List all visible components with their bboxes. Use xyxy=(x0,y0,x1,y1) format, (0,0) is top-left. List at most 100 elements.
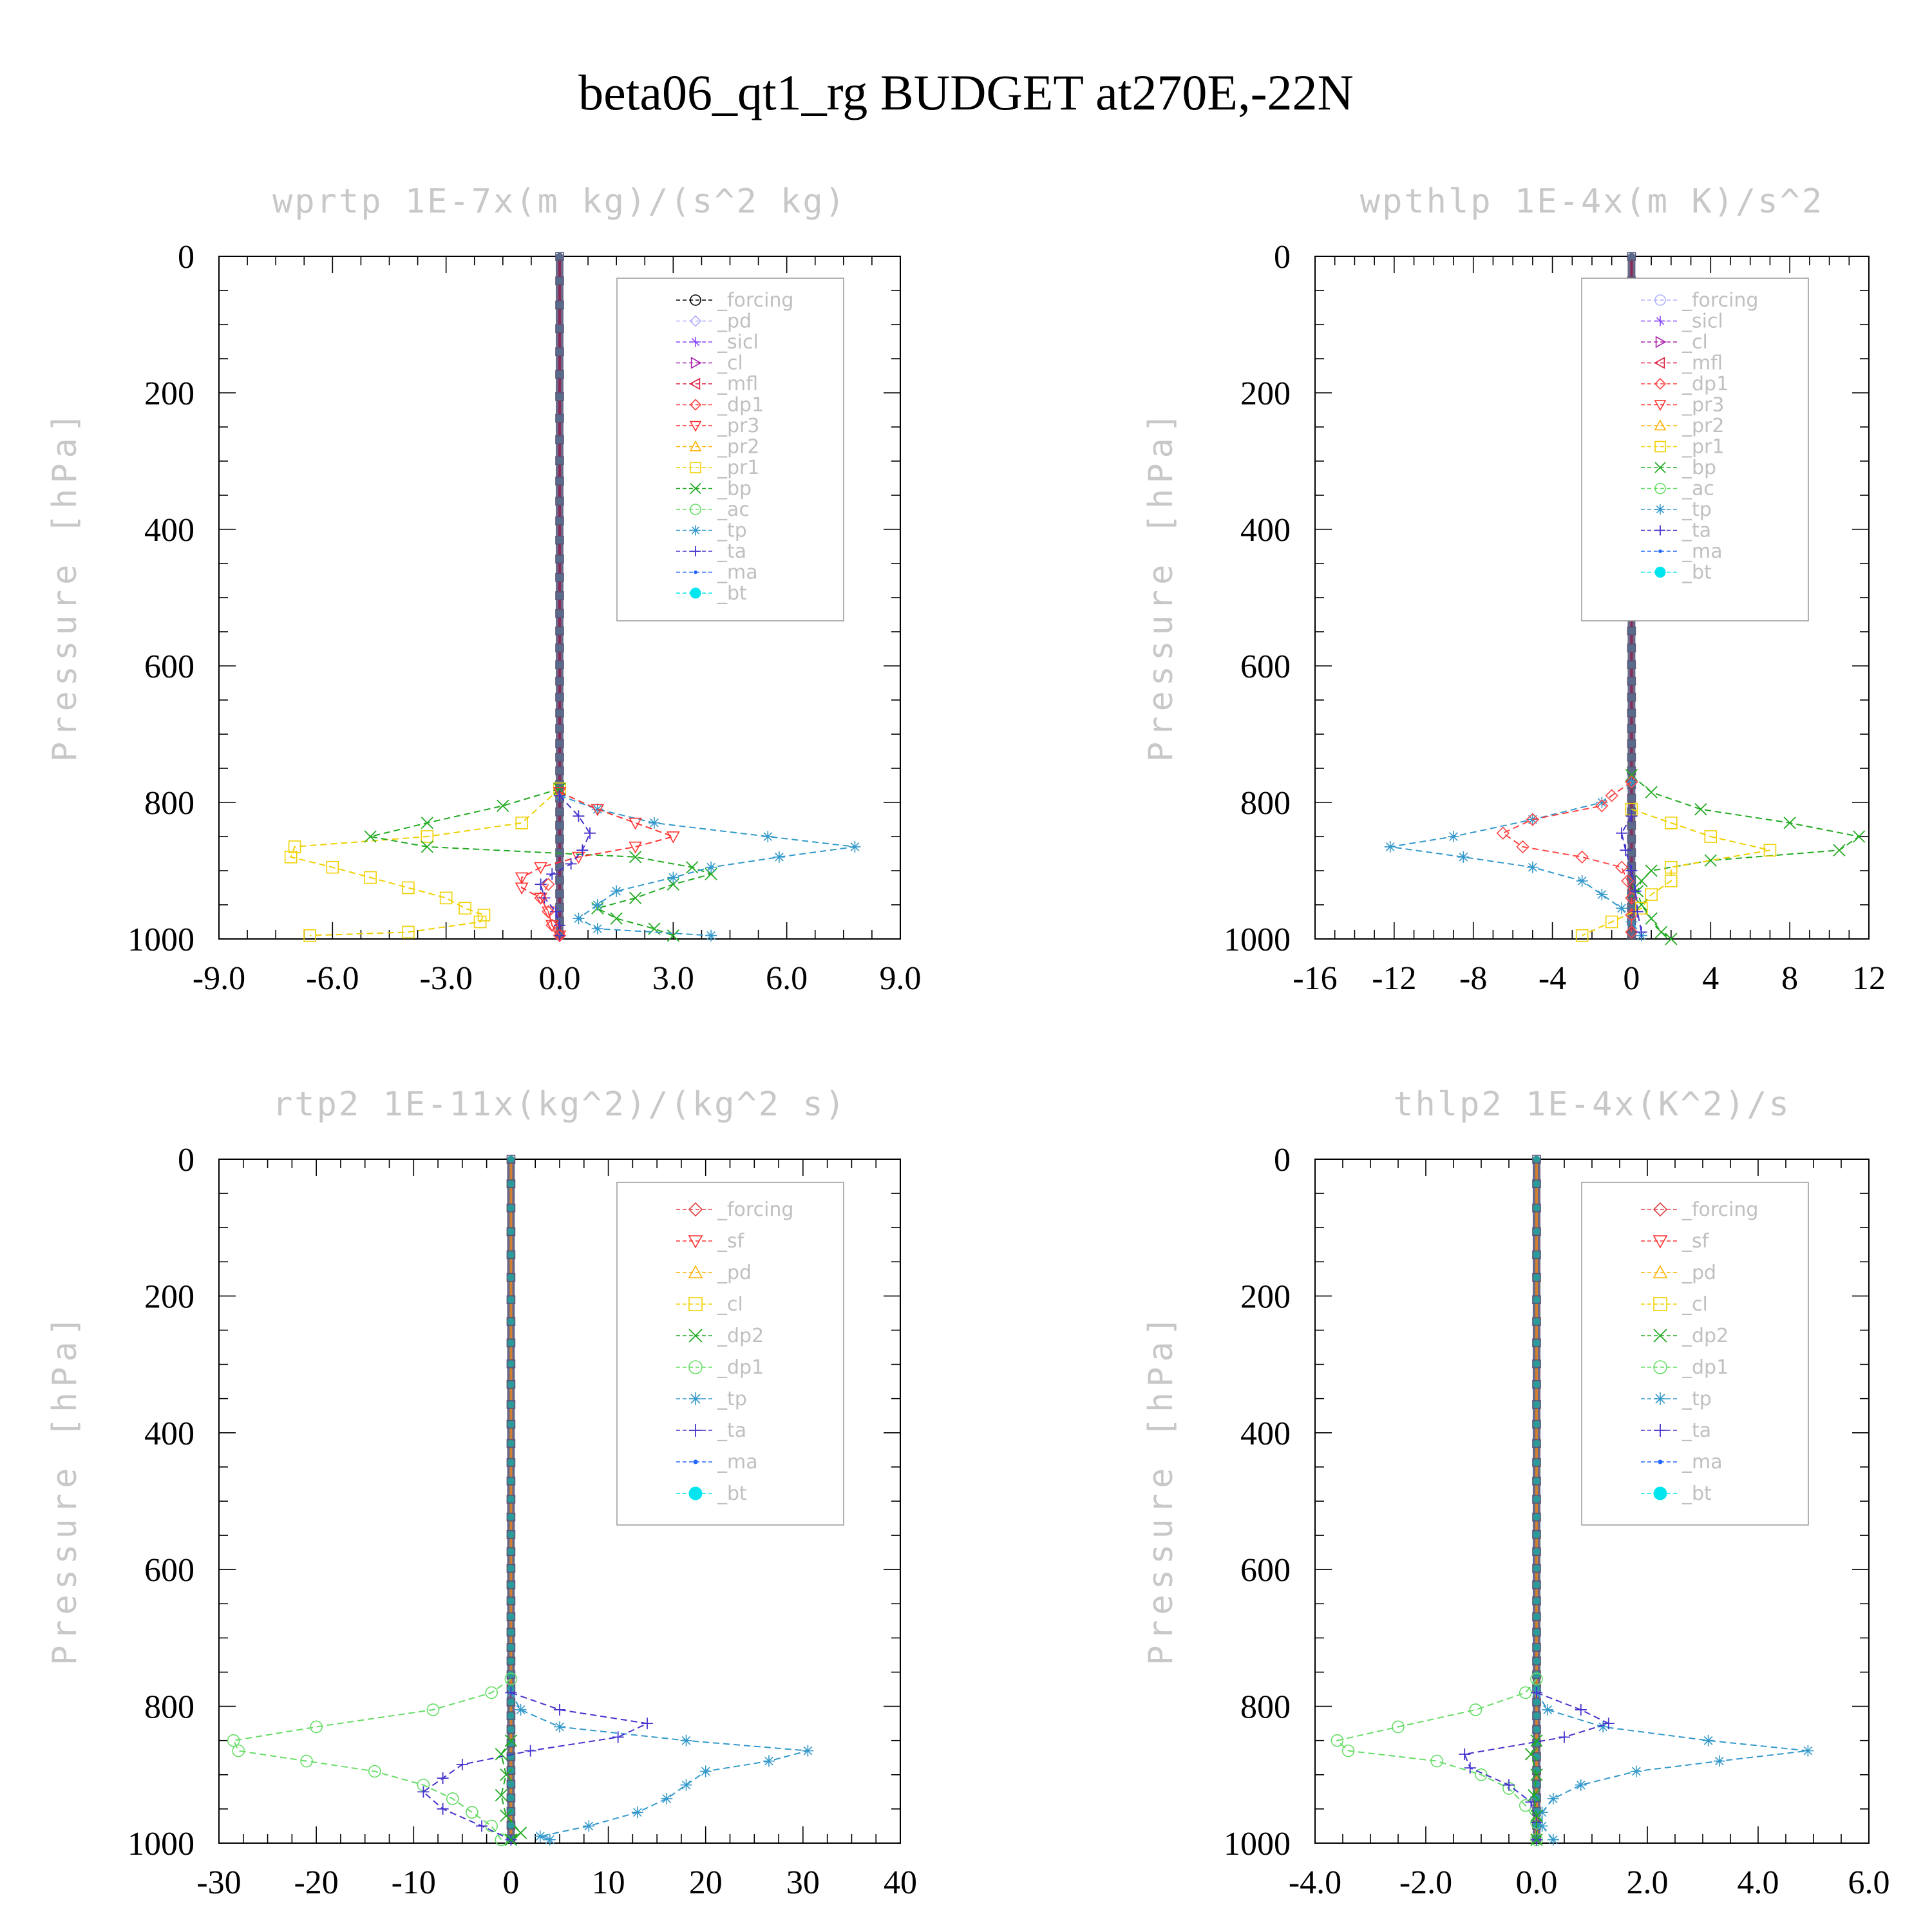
legend-marker xyxy=(690,504,701,515)
legend-label: _bp xyxy=(717,478,752,500)
series-point xyxy=(1665,933,1678,945)
series-point xyxy=(1469,1703,1482,1716)
series-line xyxy=(422,1692,650,1841)
series-point xyxy=(1595,799,1609,813)
y-tick-label: 0 xyxy=(1274,1142,1291,1179)
series-point xyxy=(364,830,377,843)
series-line xyxy=(370,788,714,936)
series-point xyxy=(667,929,679,942)
series-bp xyxy=(1625,768,1866,945)
x-tick-label: -6.0 xyxy=(306,960,359,997)
legend-marker xyxy=(690,587,701,599)
zero-profile-marker xyxy=(506,1203,516,1213)
series-point xyxy=(554,1721,565,1733)
series-point xyxy=(534,862,547,875)
legend-marker xyxy=(1653,1360,1667,1374)
zero-profile-marker xyxy=(556,767,564,775)
series-point xyxy=(584,827,596,839)
y-tick-label: 1000 xyxy=(1224,1826,1291,1862)
legend-label: _pr3 xyxy=(1681,394,1724,417)
zero-profile-marker xyxy=(556,370,564,378)
zero-profile-marker xyxy=(555,643,564,653)
series-ta xyxy=(1616,810,1647,938)
series-point xyxy=(554,1703,565,1716)
x-tick-label: 20 xyxy=(689,1864,723,1901)
x-tick-label: -3.0 xyxy=(420,960,473,997)
series-point xyxy=(500,1768,513,1781)
series-point xyxy=(1763,844,1777,857)
zero-profile-marker xyxy=(507,1628,515,1636)
zero-profile-marker xyxy=(1532,1179,1541,1189)
legend-box xyxy=(1581,1182,1809,1526)
legend-marker xyxy=(694,570,697,574)
zero-profile-marker xyxy=(1532,1725,1541,1734)
zero-profile-marker xyxy=(556,753,564,761)
zero-profile-marker xyxy=(506,1612,516,1622)
zero-profile-marker xyxy=(555,889,564,898)
zero-profile-marker xyxy=(506,1295,516,1305)
zero-profile-marker xyxy=(1533,1381,1540,1388)
series-point xyxy=(802,1745,814,1757)
series-point xyxy=(1530,1809,1543,1823)
zero-profile-marker xyxy=(1533,1274,1540,1282)
series-point xyxy=(573,913,585,925)
zero-profile-marker xyxy=(1627,753,1635,761)
zero-profile-marker xyxy=(506,1530,516,1539)
x-tick-label: 2.0 xyxy=(1627,1864,1669,1901)
series-point xyxy=(553,782,566,795)
zero-profile-marker xyxy=(1533,1227,1540,1235)
series-point xyxy=(554,790,565,802)
series-point xyxy=(1621,874,1634,888)
legend-label: _mfl xyxy=(717,373,758,395)
legend-marker xyxy=(1655,316,1665,327)
x-tick-label: -10 xyxy=(392,1864,436,1901)
series-point xyxy=(1665,817,1678,829)
zero-profile-marker xyxy=(1627,835,1635,843)
legend-marker xyxy=(690,357,702,369)
series-line xyxy=(290,788,560,936)
zero-profile-marker xyxy=(1533,1780,1540,1788)
series-point xyxy=(1531,1687,1542,1699)
legend-label: _forcing xyxy=(1681,1198,1758,1221)
legend-label: _pd xyxy=(1681,1262,1716,1284)
legend-marker xyxy=(1654,294,1666,306)
series-point xyxy=(1596,889,1608,901)
zero-profile-marker xyxy=(1627,767,1635,775)
zero-profile-marker xyxy=(506,1596,516,1605)
series-point xyxy=(565,858,577,870)
legend-marker xyxy=(688,1202,703,1217)
zero-profile-marker xyxy=(1532,1458,1541,1467)
zero-profile-marker xyxy=(1627,252,1635,260)
series-point xyxy=(849,840,861,853)
series-ac xyxy=(1331,1672,1543,1846)
legend-marker xyxy=(1654,377,1667,390)
legend: _forcing _sf _pd _cl _dp2 _dp1 _tp _ta _ma _bt xyxy=(616,1182,844,1526)
legend-label: _ta xyxy=(717,540,746,563)
x-tick-label: 6.0 xyxy=(766,960,808,997)
series-point xyxy=(762,1755,775,1767)
legend-label: _cl xyxy=(1681,1293,1708,1316)
zero-profile-marker xyxy=(507,1712,515,1719)
series-point xyxy=(1833,844,1846,857)
series-point xyxy=(1542,1703,1554,1716)
y-tick-label: 0 xyxy=(178,1142,194,1179)
series-point xyxy=(500,1809,513,1823)
zero-profile-marker xyxy=(1532,1564,1541,1573)
zero-profile-marker xyxy=(1627,724,1635,732)
zero-profile-marker xyxy=(1627,661,1635,668)
series-point xyxy=(686,861,699,874)
legend-marker xyxy=(1654,440,1666,453)
legend-label: _sf xyxy=(717,1230,745,1253)
series-point xyxy=(459,902,471,915)
series-point xyxy=(1665,860,1678,874)
y-tick-label: 800 xyxy=(144,785,194,822)
panel-3: rtp2 1E-11x(kg^2)/(kg^2 s) Pressure [hPa]… xyxy=(46,1085,917,1901)
zero-profile-marker xyxy=(507,1180,515,1188)
series-point xyxy=(495,1748,507,1761)
series-point xyxy=(591,804,605,817)
y-tick-label: 400 xyxy=(1240,512,1291,549)
x-tick-label: 8 xyxy=(1781,960,1798,997)
series-point xyxy=(1616,902,1628,914)
series-point xyxy=(553,787,567,799)
series-point xyxy=(1616,827,1628,839)
